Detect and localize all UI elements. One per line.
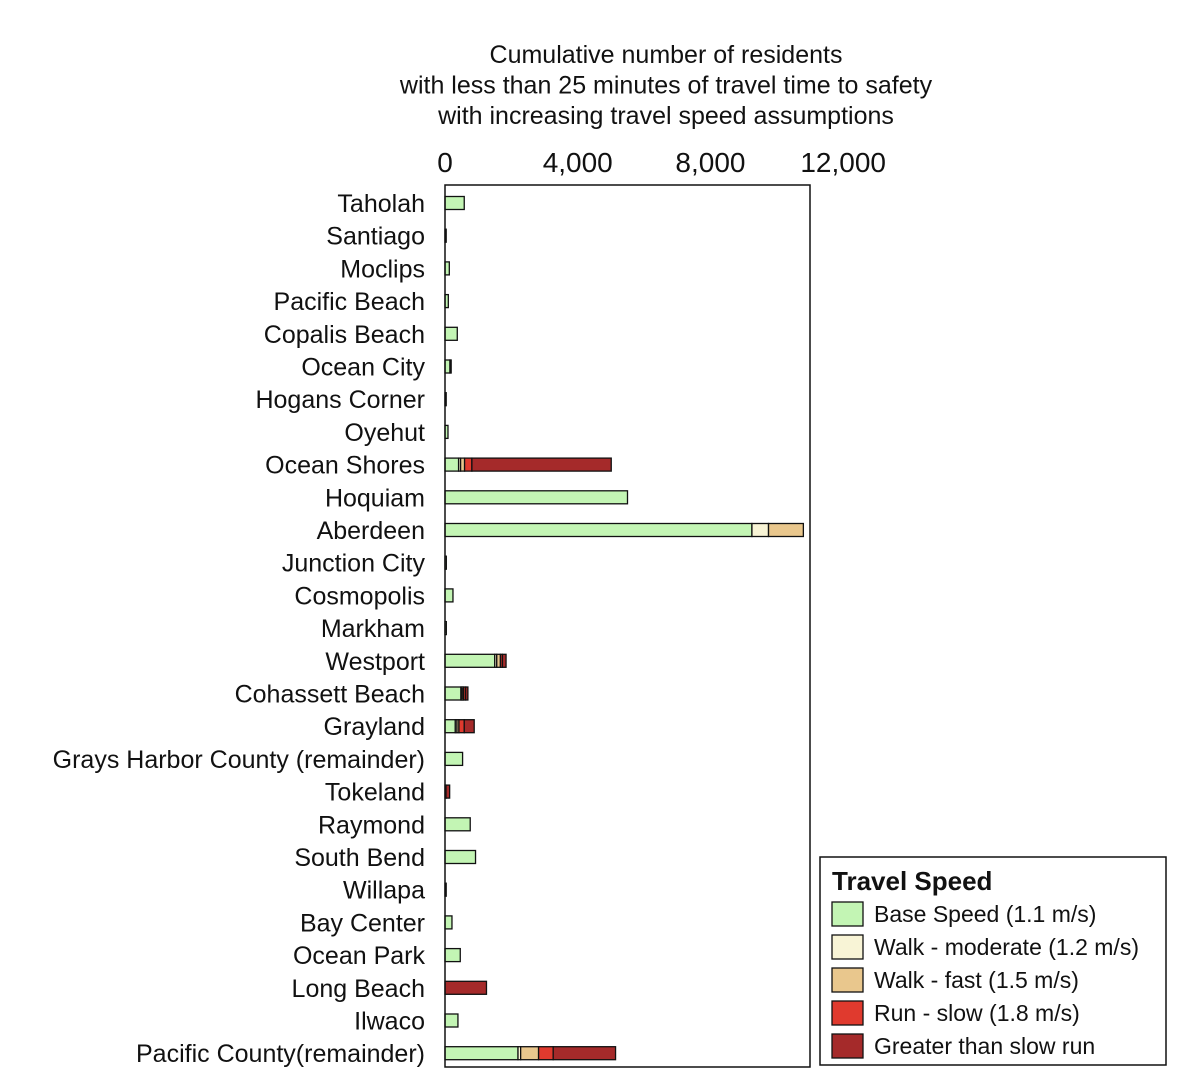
bar-segment bbox=[463, 719, 475, 734]
bar-segment bbox=[444, 849, 477, 865]
category-label: Bay Center bbox=[300, 909, 425, 937]
bar-segment bbox=[449, 359, 452, 374]
category-label: Tokeland bbox=[325, 779, 425, 807]
legend-swatch bbox=[831, 934, 864, 960]
bar-segment bbox=[458, 719, 465, 734]
bar-segment bbox=[552, 1046, 617, 1061]
category-label: Moclips bbox=[340, 255, 425, 283]
category-label: Hogans Corner bbox=[255, 386, 425, 414]
bar-segment bbox=[501, 653, 507, 668]
legend-label: Base Speed (1.1 m/s) bbox=[874, 901, 1096, 927]
category-label: Cohassett Beach bbox=[235, 681, 425, 709]
category-label: Oyehut bbox=[344, 419, 425, 447]
category-label: Westport bbox=[325, 648, 425, 676]
legend-label: Walk - fast (1.5 m/s) bbox=[874, 967, 1079, 993]
category-label: Ocean Park bbox=[293, 942, 426, 970]
category-label: Raymond bbox=[318, 811, 425, 839]
bar-segment bbox=[444, 522, 753, 538]
category-label: Cosmopolis bbox=[294, 582, 425, 610]
category-label: Junction City bbox=[282, 550, 426, 578]
bar-segment bbox=[464, 686, 469, 701]
category-label: Long Beach bbox=[292, 975, 425, 1003]
category-label: Ocean Shores bbox=[265, 452, 425, 480]
legend-swatch bbox=[831, 1000, 864, 1026]
category-label: Markham bbox=[321, 615, 425, 643]
bar-segment bbox=[444, 490, 629, 505]
legend-swatch bbox=[831, 1033, 864, 1059]
x-tick-label: 0 bbox=[437, 147, 453, 178]
bar-segment bbox=[520, 1046, 540, 1061]
legend-label: Walk - moderate (1.2 m/s) bbox=[874, 934, 1139, 960]
legend-swatch bbox=[831, 967, 864, 993]
plot-frame bbox=[444, 184, 811, 1068]
bar-segment bbox=[463, 457, 473, 472]
category-label: Copalis Beach bbox=[264, 321, 425, 349]
category-label: Aberdeen bbox=[317, 517, 425, 545]
category-label: Taholah bbox=[337, 190, 425, 218]
legend-box bbox=[819, 856, 1167, 1066]
chart-title: Cumulative number of residents with less … bbox=[399, 41, 933, 130]
legend-label: Greater than slow run bbox=[874, 1033, 1095, 1059]
legend-title: Travel Speed bbox=[832, 866, 992, 896]
chart-title-line: with increasing travel speed assumptions bbox=[437, 102, 894, 130]
x-tick-label: 4,000 bbox=[543, 147, 613, 178]
bar-segment bbox=[444, 588, 454, 603]
category-label: Willapa bbox=[343, 877, 425, 905]
category-label: Ocean City bbox=[301, 354, 425, 382]
category-label: South Bend bbox=[294, 844, 425, 872]
chart-title-line: with less than 25 minutes of travel time… bbox=[399, 72, 933, 100]
bar-segment bbox=[751, 522, 770, 538]
bar-segment bbox=[444, 817, 471, 832]
bar-segment bbox=[767, 522, 805, 538]
bar-segment bbox=[444, 915, 453, 930]
bar-segment bbox=[444, 980, 488, 995]
bar-segment bbox=[444, 1013, 459, 1028]
bar-segment bbox=[444, 1046, 519, 1061]
legend-label: Run - slow (1.8 m/s) bbox=[874, 1000, 1080, 1026]
bar-segment bbox=[444, 326, 458, 341]
category-label: Santiago bbox=[326, 223, 425, 251]
category-label: Pacific County(remainder) bbox=[136, 1040, 425, 1068]
category-label: Ilwaco bbox=[354, 1008, 425, 1036]
bar-segment bbox=[471, 457, 612, 472]
legend-swatch bbox=[831, 901, 864, 927]
bar-segment bbox=[444, 751, 464, 767]
chart-title-line: Cumulative number of residents bbox=[490, 41, 843, 69]
category-label: Grayland bbox=[324, 713, 425, 741]
bar-segment bbox=[537, 1046, 554, 1061]
bar-segment bbox=[444, 653, 496, 668]
category-label: Hoquiam bbox=[325, 484, 425, 512]
bar-segment bbox=[445, 784, 451, 799]
category-label: Grays Harbor County (remainder) bbox=[53, 746, 425, 774]
x-tick-label: 12,000 bbox=[800, 147, 886, 178]
bar-segment bbox=[444, 686, 462, 701]
bar-segment bbox=[444, 457, 460, 472]
x-tick-label: 8,000 bbox=[675, 147, 745, 178]
bar-segment bbox=[444, 719, 456, 734]
legend: Travel Speed Base Speed (1.1 m/s) Walk - m… bbox=[819, 856, 1167, 1066]
bar-segment bbox=[444, 195, 465, 211]
category-label: Pacific Beach bbox=[274, 288, 425, 316]
bar-segment bbox=[444, 947, 461, 963]
